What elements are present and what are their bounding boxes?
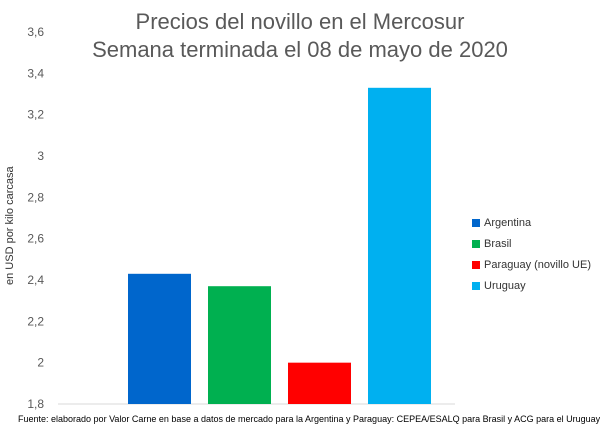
legend-swatch-uruguay (472, 281, 480, 290)
y-tick-label: 1,8 (27, 397, 44, 411)
legend-item-uruguay: Uruguay (472, 275, 591, 296)
legend-swatch-argentina (472, 218, 480, 227)
legend: Argentina Brasil Paraguay (novillo UE) U… (472, 212, 591, 296)
y-tick-label: 2,4 (27, 273, 44, 287)
legend-label-paraguay: Paraguay (novillo UE) (484, 258, 591, 271)
y-tick-label: 2,8 (27, 190, 44, 204)
legend-swatch-brasil (472, 239, 480, 248)
source-note: Fuente: elaborado por Valor Carne en bas… (18, 414, 600, 424)
legend-label-uruguay: Uruguay (484, 279, 526, 292)
bar-argentina (128, 273, 191, 404)
legend-item-argentina: Argentina (472, 212, 591, 233)
legend-label-brasil: Brasil (484, 237, 512, 250)
y-tick-label: 3,4 (27, 66, 44, 80)
y-tick-label: 3,6 (27, 25, 44, 39)
legend-item-brasil: Brasil (472, 233, 591, 254)
bar-paraguay (288, 362, 351, 404)
y-axis-label: en USD por kilo carcasa (4, 166, 16, 285)
legend-item-paraguay: Paraguay (novillo UE) (472, 254, 591, 275)
y-tick-label: 2 (37, 356, 44, 370)
y-tick-label: 2,6 (27, 232, 44, 246)
legend-label-argentina: Argentina (484, 216, 532, 229)
bar-uruguay (368, 87, 431, 405)
chart-subtitle: Semana terminada el 08 de mayo de 2020 (92, 37, 508, 62)
y-tick-label: 2,2 (27, 314, 44, 328)
bar-brasil (208, 286, 271, 404)
chart-title: Precios del novillo en el Mercosur (135, 9, 465, 34)
legend-swatch-paraguay (472, 260, 480, 269)
y-tick-label: 3 (37, 149, 44, 163)
y-tick-label: 3,2 (27, 108, 44, 122)
